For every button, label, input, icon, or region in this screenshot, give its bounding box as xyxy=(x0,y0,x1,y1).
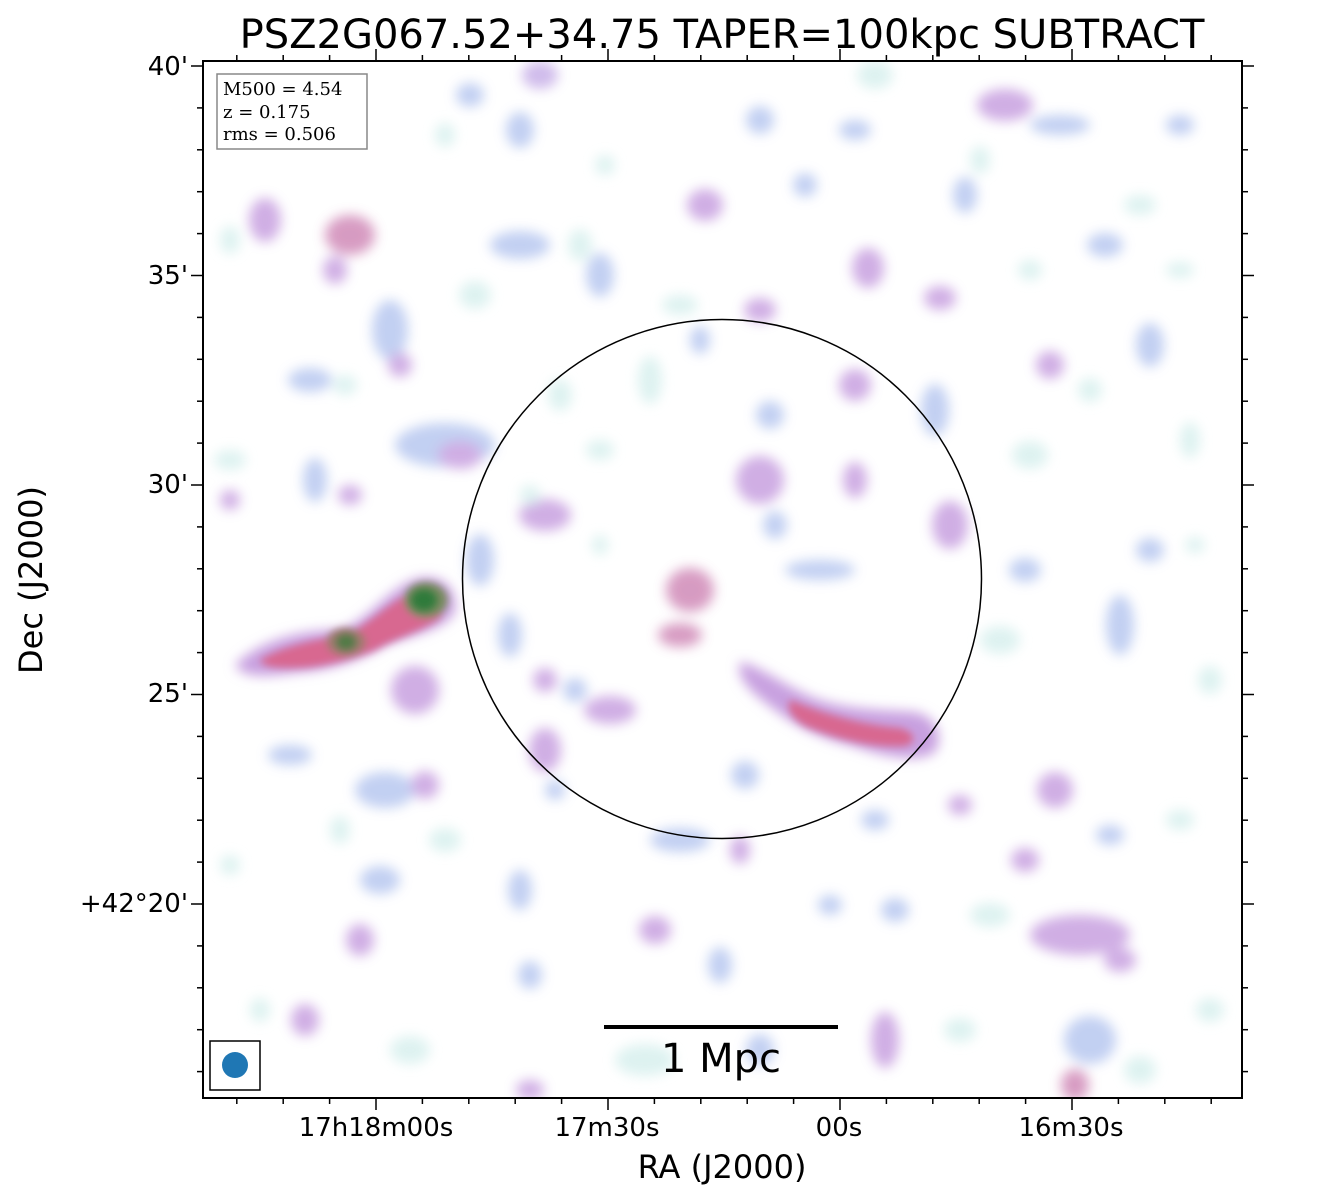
beam-ellipse xyxy=(222,1052,248,1078)
y-axis-label: Dec (J2000) xyxy=(12,486,50,674)
x-tick-label: 00s xyxy=(816,1113,863,1143)
r500-circle xyxy=(461,318,983,840)
x-tick-labels: 17h18m00s 17m30s 00s 16m30s xyxy=(299,1113,1124,1143)
southern-arc-source xyxy=(739,662,939,759)
y-tick-label: 40' xyxy=(148,52,188,82)
y-tick-label: 25' xyxy=(148,679,188,709)
info-redshift: z = 0.175 xyxy=(223,102,311,123)
scale-bar-label: 1 Mpc xyxy=(661,1036,781,1082)
western-tail-source xyxy=(235,577,456,676)
info-rms: rms = 0.506 xyxy=(223,124,336,145)
axis-ticks xyxy=(191,49,1254,1110)
beam-indicator xyxy=(209,1040,261,1091)
y-tick-label: +42°20' xyxy=(80,889,188,919)
y-tick-labels: 40' 35' 30' 25' +42°20' xyxy=(80,52,188,919)
info-box-frame xyxy=(216,73,368,150)
y-tick-label: 30' xyxy=(148,470,188,500)
info-box: M500 = 4.54 z = 0.175 rms = 0.506 xyxy=(216,73,368,150)
x-tick-label: 17h18m00s xyxy=(299,1113,454,1143)
faint-emission xyxy=(214,61,1224,1098)
chart-title: PSZ2G067.52+34.75 TAPER=100kpc SUBTRACT xyxy=(240,12,1205,58)
y-tick-label: 35' xyxy=(148,261,188,291)
scale-bar: 1 Mpc xyxy=(604,1025,838,1082)
x-tick-label: 17m30s xyxy=(554,1113,659,1143)
plot-frame xyxy=(202,60,1243,1099)
x-axis-label: RA (J2000) xyxy=(638,1148,807,1186)
info-m500: M500 = 4.54 xyxy=(223,79,342,100)
emission-map xyxy=(214,61,1224,1098)
x-tick-label: 16m30s xyxy=(1018,1113,1123,1143)
